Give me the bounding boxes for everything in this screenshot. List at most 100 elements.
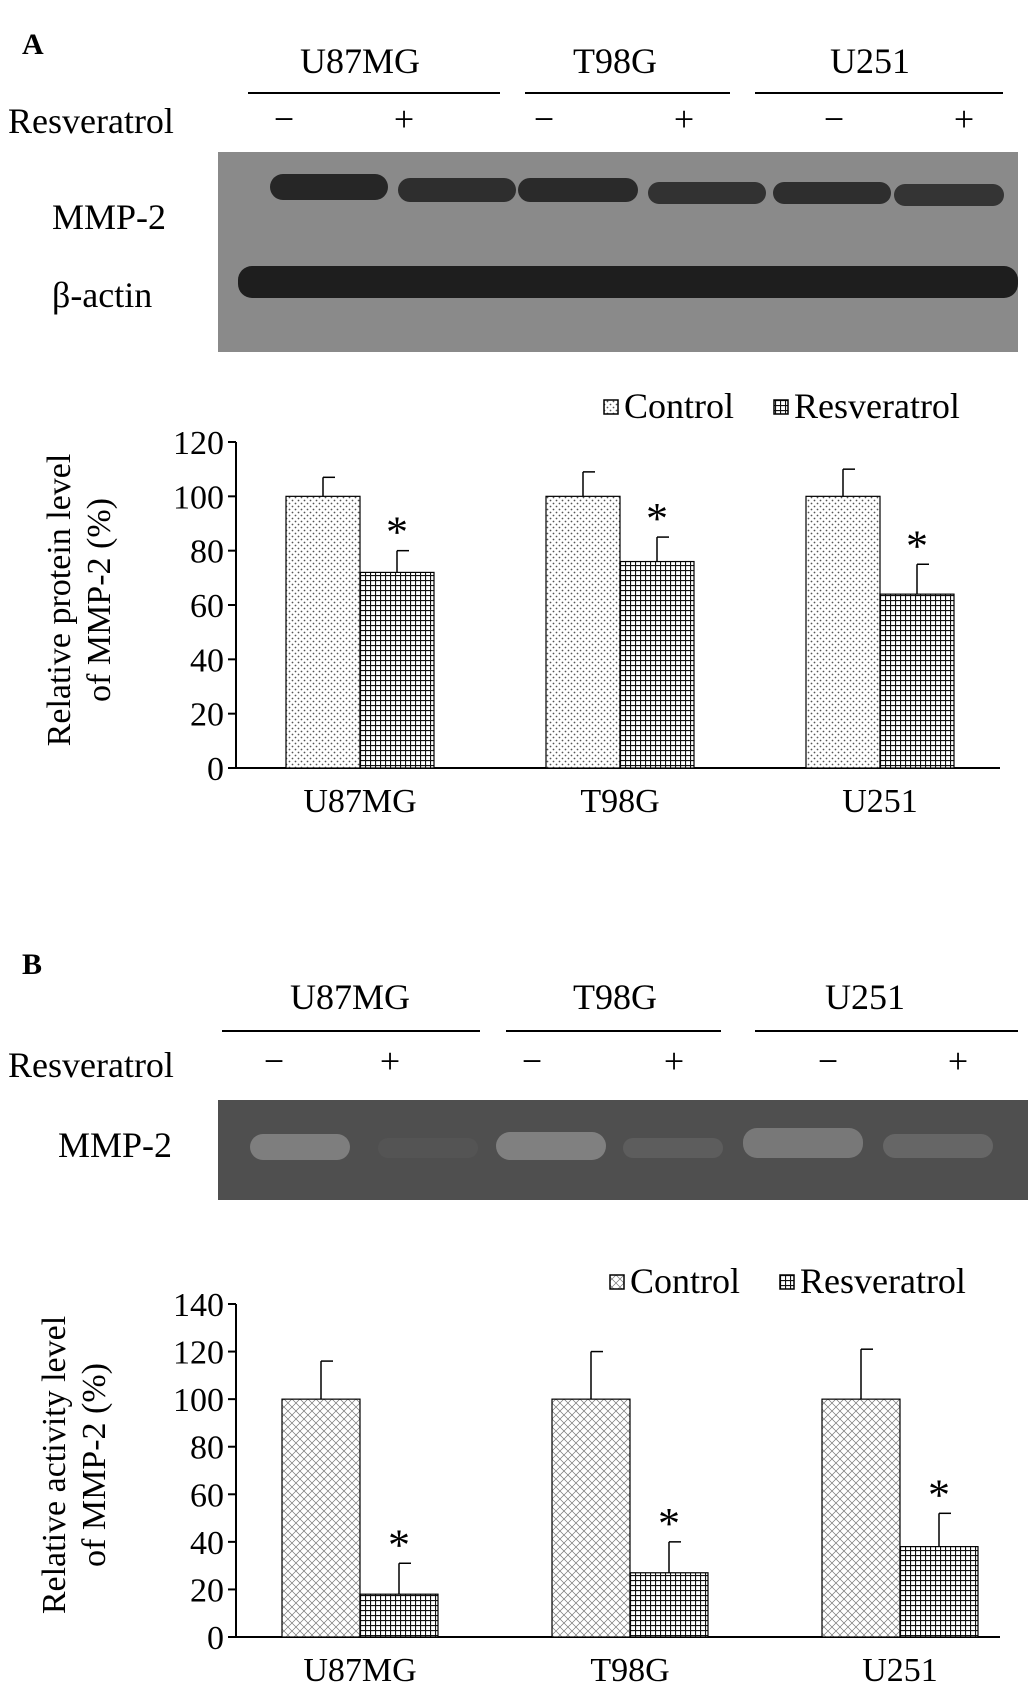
chart-a-bar-control-u251: [805, 495, 881, 769]
chart-b-significance-marker: *: [928, 1470, 950, 1519]
panel-a-divider-2: [525, 92, 730, 94]
chart-b-category-label: T98G: [590, 1652, 669, 1689]
chart-b-mmp2-activity: Relative activity level of MMP-2 (%) 0 20…: [36, 1261, 1000, 1689]
chart-b-bar-control-u251: [821, 1398, 901, 1638]
blot-b-mmp2-band-2: [378, 1138, 478, 1158]
chart-b-legend-swatch-resveratrol: [779, 1274, 795, 1290]
chart-a-category-label: T98G: [580, 783, 659, 820]
blot-a-mmp2-band-5: [773, 182, 891, 204]
chart-b-bar-control-t98g: [551, 1398, 631, 1638]
chart-b-ytick-label: 80: [190, 1430, 224, 1467]
blot-b-mmp2-band-1: [250, 1134, 350, 1160]
chart-b-ytick-label: 40: [190, 1525, 224, 1562]
panel-a-sign-6: +: [953, 99, 975, 139]
panel-a-sign-4: +: [673, 99, 695, 139]
chart-a-ytick-label: 100: [173, 479, 224, 516]
chart-b-bar-resveratrol-u251: [899, 1546, 979, 1638]
blot-a-mmp2-band-3: [518, 178, 638, 202]
chart-a-bar-resveratrol-t98g: [619, 560, 695, 769]
blot-b-mmp2-band-6: [883, 1134, 993, 1158]
panel-a-divider-1: [248, 92, 500, 94]
panel-b-sign-4: +: [663, 1041, 685, 1081]
chart-a-ytick-label: 60: [190, 588, 224, 625]
chart-b-ytick-label: 20: [190, 1572, 224, 1609]
panel-a-treatment-label: Resveratrol: [8, 101, 174, 141]
blot-b-mmp2-band-3: [496, 1132, 606, 1160]
panel-b-divider-1: [222, 1030, 480, 1032]
blot-a-actin-band: [238, 266, 1018, 298]
panel-b-sign-6: +: [947, 1041, 969, 1081]
chart-a-bar-resveratrol-u251: [879, 593, 955, 769]
chart-a-legend-swatch-resveratrol: [773, 399, 789, 415]
panel-a-actin-label: β-actin: [52, 275, 153, 315]
chart-b-significance-marker: *: [658, 1499, 680, 1548]
blot-b-mmp2-band-4: [623, 1138, 723, 1158]
chart-a-mmp2-protein: Relative protein level of MMP-2 (%) 0 20 4…: [41, 386, 1000, 820]
panel-a-western-blot: [218, 152, 1018, 352]
chart-a-bar-resveratrol-u87mg: [359, 571, 435, 769]
blot-a-mmp2-band-1: [270, 174, 388, 200]
chart-a-ytick-label: 80: [190, 534, 224, 571]
chart-b-ytick-label: 100: [173, 1382, 224, 1419]
chart-a-ytick-label: 20: [190, 697, 224, 734]
panel-a-sign-2: +: [393, 99, 415, 139]
panel-b-sign-1: −: [263, 1041, 285, 1081]
chart-b-bar-control-u87mg: [281, 1398, 361, 1638]
panel-b-divider-2: [506, 1030, 721, 1032]
panel-a-mmp2-label: MMP-2: [52, 197, 167, 237]
chart-b-category-label: U251: [862, 1652, 938, 1689]
chart-b-ytick-label: 0: [207, 1620, 224, 1657]
panel-b-sign-3: −: [521, 1041, 543, 1081]
panel-b-cell-line-1: U87MG: [289, 977, 410, 1017]
chart-b-category-label: U87MG: [303, 1652, 416, 1689]
blot-a-mmp2-band-6: [894, 184, 1004, 206]
panel-b-mmp2-label: MMP-2: [58, 1125, 173, 1165]
chart-a-bar-control-u87mg: [285, 495, 361, 769]
chart-a-category-label: U251: [842, 783, 918, 820]
chart-a-legend-label-resveratrol: Resveratrol: [794, 386, 960, 426]
panel-a-sign-3: −: [533, 99, 555, 139]
chart-b-legend-label-control: Control: [630, 1261, 740, 1301]
chart-a-significance-marker: *: [906, 521, 928, 570]
panel-b-letter: B: [22, 948, 43, 981]
panel-b-cell-line-2: T98G: [573, 977, 657, 1017]
panel-a-cell-line-1: U87MG: [299, 41, 420, 81]
chart-a-legend-swatch-control: [603, 399, 619, 415]
panel-a-sign-1: −: [273, 99, 295, 139]
chart-a-bar-control-t98g: [545, 495, 621, 769]
blot-a-mmp2-band-4: [648, 182, 766, 204]
chart-b-ylabel-line-2: of MMP-2 (%): [76, 1363, 113, 1567]
chart-b-plot: 0 20 40 60 80 100 120 140 * U87MG * T98G * U251 Contro…: [173, 1261, 1000, 1689]
panel-b-sign-5: −: [817, 1041, 839, 1081]
blot-a-mmp2-band-2: [398, 178, 516, 202]
panel-b-sign-2: +: [379, 1041, 401, 1081]
chart-b-significance-marker: *: [388, 1520, 410, 1569]
panel-a-divider-3: [755, 92, 1003, 94]
panel-a-sign-5: −: [823, 99, 845, 139]
panel-b-zymogram: [218, 1100, 1028, 1200]
chart-a-significance-marker: *: [386, 508, 408, 557]
chart-b-ytick-label: 140: [173, 1287, 224, 1324]
panel-b-divider-3: [755, 1030, 1018, 1032]
panel-a-cell-line-2: T98G: [573, 41, 657, 81]
chart-b-ytick-label: 120: [173, 1335, 224, 1372]
panel-a-cell-line-3: U251: [830, 41, 910, 81]
panel-b-cell-line-3: U251: [825, 977, 905, 1017]
chart-b-legend-swatch-control: [609, 1274, 625, 1290]
chart-a-ylabel-line-2: of MMP-2 (%): [81, 498, 118, 702]
chart-a-ytick-label: 0: [207, 751, 224, 788]
chart-b-bar-resveratrol-u87mg: [359, 1593, 439, 1638]
chart-a-legend-label-control: Control: [624, 386, 734, 426]
blot-b-mmp2-band-5: [743, 1128, 863, 1158]
chart-a-ylabel-line-1: Relative protein level: [41, 454, 78, 747]
chart-a-significance-marker: *: [646, 494, 668, 543]
chart-a-ytick-label: 120: [173, 425, 224, 462]
chart-b-ytick-label: 60: [190, 1477, 224, 1514]
panel-b-treatment-label: Resveratrol: [8, 1045, 174, 1085]
chart-a-ytick-label: 40: [190, 642, 224, 679]
chart-b-ylabel-line-1: Relative activity level: [36, 1316, 73, 1614]
chart-a-plot: 0 20 40 60 80 100 120 * U87MG * T98G * U251 Control Re…: [173, 386, 1000, 820]
chart-b-legend-label-resveratrol: Resveratrol: [800, 1261, 966, 1301]
panel-a-letter: A: [22, 28, 44, 61]
chart-b-bar-resveratrol-t98g: [629, 1572, 709, 1638]
